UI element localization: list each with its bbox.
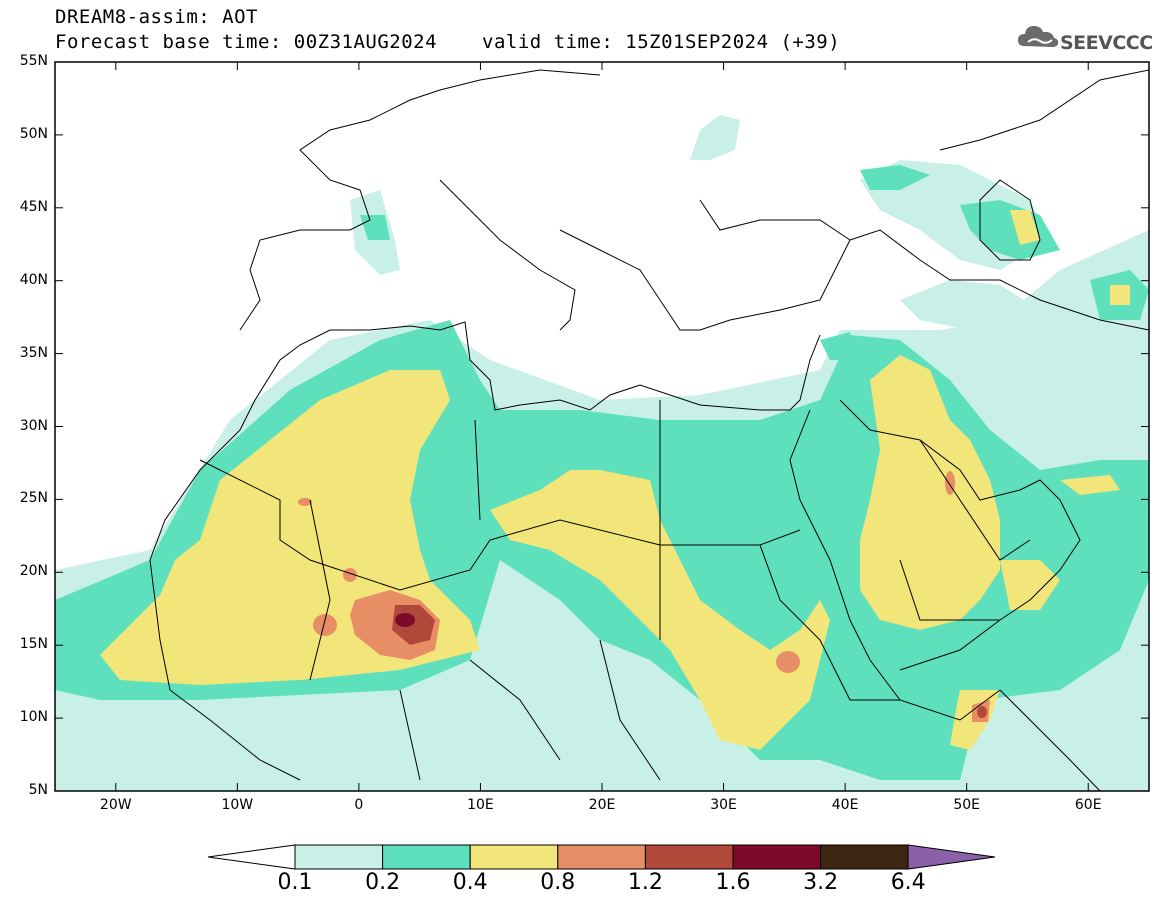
axis-ticks xyxy=(55,61,1149,792)
title-line-2: Forecast base time: 00Z31AUG2024 xyxy=(55,31,438,53)
colorbar-box xyxy=(469,844,559,870)
seevccc-logo: SEEVCCC xyxy=(1016,20,1153,60)
colorbar-box xyxy=(382,844,471,870)
colorbar-label: 6.4 xyxy=(890,870,926,895)
title-line-1: DREAM8-assim: AOT xyxy=(55,6,258,28)
lat-label: 15N xyxy=(19,636,48,653)
aot-fields xyxy=(55,115,1149,791)
lat-label: 45N xyxy=(19,198,48,215)
lon-label: 40E xyxy=(831,797,859,813)
lat-label: 20N xyxy=(19,563,48,580)
colorbar-label: 1.6 xyxy=(715,870,751,895)
colorbar-box xyxy=(644,844,734,870)
lat-label: 10N xyxy=(19,709,48,726)
lat-label: 30N xyxy=(19,417,48,434)
lon-label: 20W xyxy=(99,797,132,813)
lon-label: 10W xyxy=(221,797,254,813)
lon-label: 50E xyxy=(953,797,980,813)
colorbar-label: 1.2 xyxy=(627,870,663,895)
lat-label: 55N xyxy=(19,53,48,69)
lat-label: 35N xyxy=(19,344,48,361)
colorbar-box xyxy=(732,844,822,870)
lat-label: 50N xyxy=(19,125,48,142)
lon-label: 10E xyxy=(467,797,494,813)
colorbar-label: 0.2 xyxy=(365,870,401,895)
lon-label: 30E xyxy=(710,797,737,813)
coastlines xyxy=(149,69,1149,791)
lat-label: 40N xyxy=(19,271,48,288)
cloud-icon xyxy=(1018,26,1059,47)
lat-label: 25N xyxy=(19,490,48,507)
colorbar-label: 0.4 xyxy=(452,870,488,895)
lon-label: 20E xyxy=(588,797,616,813)
colorbar-box xyxy=(820,844,909,870)
lon-label: 0 xyxy=(354,797,364,813)
valid-time: valid time: 15Z01SEP2024 (+39) xyxy=(482,31,841,53)
lat-label: 5N xyxy=(28,782,48,798)
colorbar-box xyxy=(557,844,646,870)
colorbar-label: 0.8 xyxy=(540,870,576,895)
colorbar xyxy=(207,844,996,870)
logo-text: SEEVCCC xyxy=(1060,32,1153,54)
colorbar-label: 3.2 xyxy=(803,870,839,895)
lon-label: 60E xyxy=(1074,797,1102,813)
colorbar-label: 0.1 xyxy=(277,870,313,895)
colorbar-box xyxy=(294,844,384,870)
